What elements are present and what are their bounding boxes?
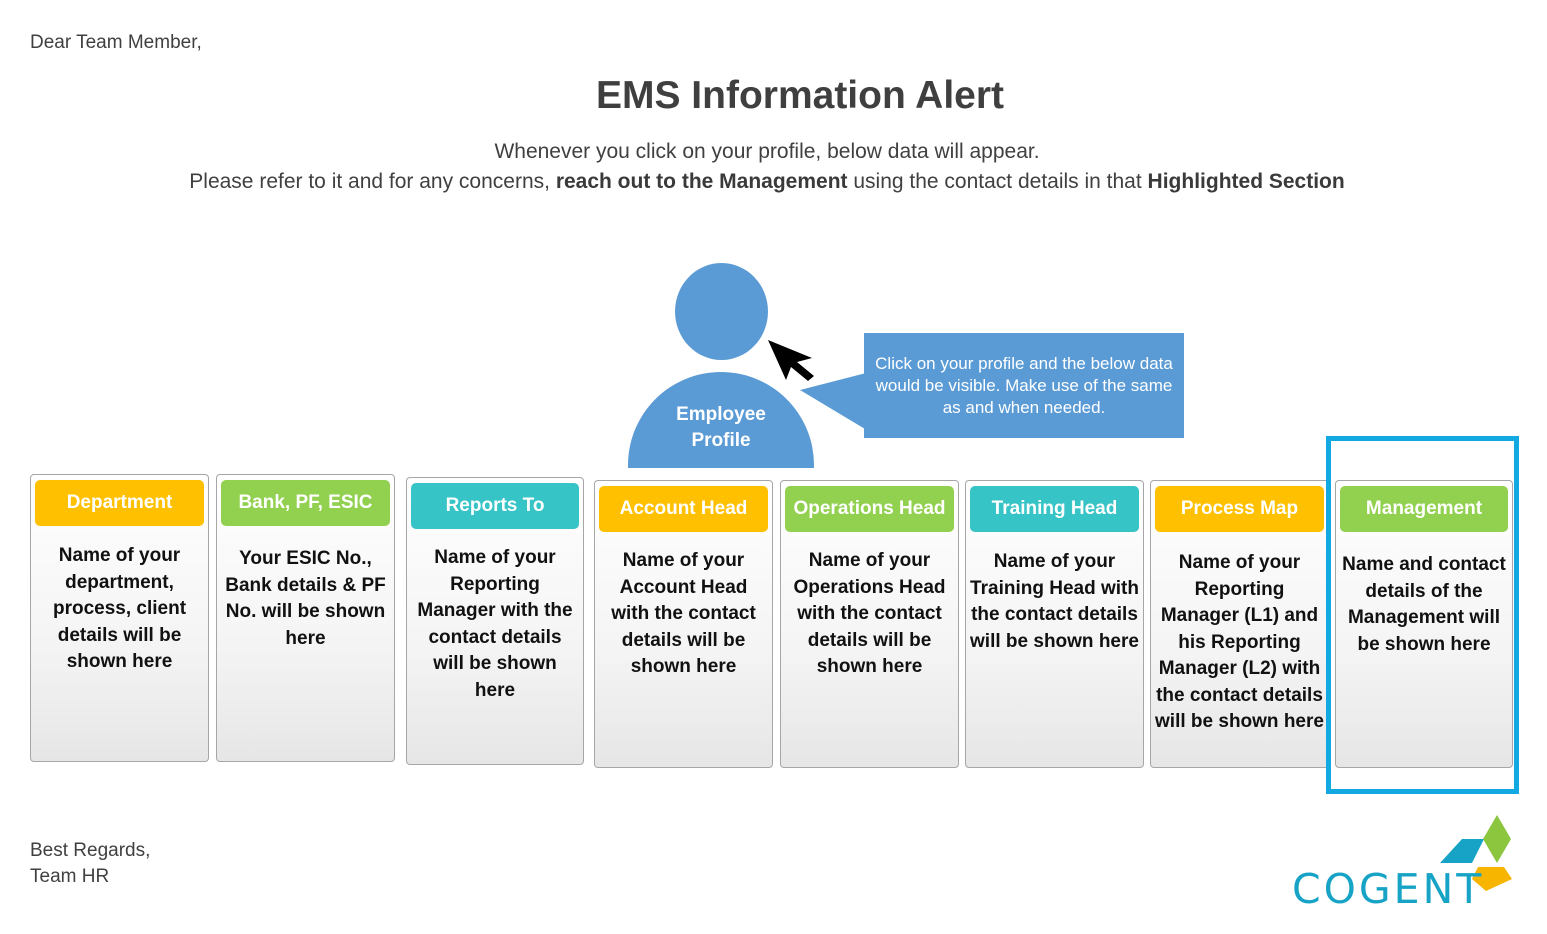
card-reports-to: Reports To Name of your Reporting Manage… [406,477,584,765]
subtitle-line-1: Whenever you click on your profile, belo… [494,140,1040,163]
card-text: Name of your department, process, client… [52,545,187,672]
signoff-line1: Best Regards, [30,840,151,861]
employee-profile-label: Employee Profile [628,402,814,454]
card-bank-pf-esic: Bank, PF, ESIC Your ESIC No., Bank detai… [216,474,395,762]
card-header: Bank, PF, ESIC [221,480,390,526]
page-title: EMS Information Alert [595,74,1005,117]
profile-head-icon[interactable] [675,263,768,360]
card-text: Name and contact details of the Manageme… [1342,554,1506,655]
card-text: Name of your Operations Head with the co… [793,550,946,677]
card-text: Name of your Reporting Manager (L1) and … [1155,552,1324,732]
signoff-line2: Team HR [30,866,110,887]
card-department: Department Name of your department, proc… [30,474,209,762]
card-text: Name of your Reporting Manager with the … [417,547,573,701]
signoff: Best Regards, Team HR [30,838,150,890]
card-process-map: Process Map Name of your Reporting Manag… [1150,480,1329,768]
card-header: Department [35,480,204,526]
callout-box: Click on your profile and the below data… [864,333,1184,438]
card-header: Management [1340,486,1508,532]
card-text: Name of your Account Head with the conta… [611,550,756,677]
card-text: Your ESIC No., Bank details & PF No. wil… [225,548,386,649]
card-training-head: Training Head Name of your Training Head… [965,480,1144,768]
card-text: Name of your Training Head with the cont… [970,551,1139,652]
card-operations-head: Operations Head Name of your Operations … [780,480,959,768]
card-header: Reports To [411,483,579,529]
profile-label-line2: Profile [691,430,751,451]
mouse-cursor-icon [768,340,814,381]
profile-label-line1: Employee [676,404,766,425]
card-header: Training Head [970,486,1139,532]
card-management: Management Name and contact details of t… [1335,480,1513,768]
management-highlight-box [1326,436,1519,794]
card-header: Account Head [599,486,768,532]
subtitle-text-2: using the contact details in that [847,170,1148,193]
callout-pointer [800,372,870,432]
cogent-logo-text: COGENT [1292,865,1485,913]
card-header: Operations Head [785,486,954,532]
card-account-head: Account Head Name of your Account Head w… [594,480,773,768]
subtitle-line-2: Please refer to it and for any concerns,… [0,170,1534,194]
subtitle-bold-1: reach out to the Management [555,170,848,193]
subtitle-bold-2: Highlighted Section [1147,170,1345,193]
cogent-logo-icon [1440,815,1512,891]
card-header: Process Map [1155,486,1324,532]
subtitle-text-1: Please refer to it and for any concerns, [189,170,556,193]
greeting: Dear Team Member, [30,32,202,53]
